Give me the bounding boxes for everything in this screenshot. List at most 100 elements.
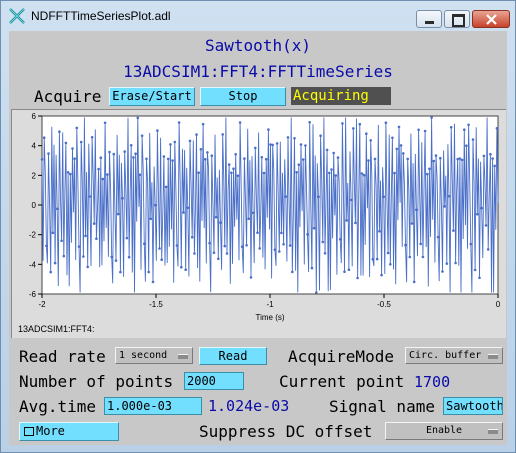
series-point xyxy=(293,137,296,140)
series-point xyxy=(365,132,368,135)
acquire-label: Acquire xyxy=(34,87,102,106)
more-button[interactable]: More xyxy=(19,422,119,441)
series-point xyxy=(362,173,366,177)
series-point xyxy=(45,244,48,248)
series-point xyxy=(412,280,416,284)
series-point xyxy=(286,136,290,139)
y-tick-label: 6 xyxy=(32,112,37,121)
number-of-points-label: Number of points xyxy=(19,372,174,391)
close-icon xyxy=(486,14,497,25)
series-point xyxy=(153,203,157,207)
erase-start-button[interactable]: Erase/Start xyxy=(109,87,195,106)
series-point xyxy=(317,195,320,199)
main-panel: Sawtooth(x) 13ADCSIM1:FFT4:FFTTimeSeries… xyxy=(9,31,507,445)
read-rate-menu[interactable]: 1 second xyxy=(115,347,193,364)
suppress-dc-menu[interactable]: Enable xyxy=(385,422,503,440)
series-point xyxy=(469,242,473,246)
series-point xyxy=(51,231,55,235)
acquire-mode-menu[interactable]: Circ. buffer xyxy=(405,347,503,364)
series-point xyxy=(291,270,294,274)
series-point xyxy=(212,251,216,254)
series-point xyxy=(341,122,344,125)
avg-time-readback: 1.024e-03 xyxy=(208,397,290,415)
x-tick-label: -0.5 xyxy=(377,300,391,309)
series-point xyxy=(149,217,153,221)
series-point xyxy=(356,276,359,280)
minimize-button[interactable] xyxy=(416,10,442,28)
series-point xyxy=(280,231,283,235)
series-point xyxy=(116,212,120,216)
series-point xyxy=(264,157,268,161)
series-point xyxy=(158,247,161,250)
series-point xyxy=(121,197,124,200)
acquire-mode-label: AcquireMode xyxy=(288,347,394,366)
series-point xyxy=(197,171,200,174)
series-point xyxy=(66,171,70,174)
series-point xyxy=(177,121,181,124)
close-button[interactable] xyxy=(472,10,510,28)
series-point xyxy=(271,143,275,147)
series-point xyxy=(195,133,198,136)
read-rate-value: 1 second xyxy=(119,350,168,361)
series-point xyxy=(389,263,392,266)
signal-name-input[interactable]: Sawtooth xyxy=(443,397,503,415)
series-point xyxy=(151,280,155,284)
series-point xyxy=(108,150,111,154)
series-point xyxy=(184,268,187,271)
series-point xyxy=(62,254,66,258)
series-point xyxy=(373,157,377,161)
series-point xyxy=(175,244,179,247)
series-point xyxy=(473,268,477,272)
stop-button[interactable]: Stop xyxy=(200,87,286,106)
avg-time-input[interactable]: 1.000e-03 xyxy=(104,397,202,415)
y-tick-label: 4 xyxy=(32,142,37,151)
more-button-label: More xyxy=(36,424,65,438)
series-point xyxy=(384,121,388,124)
series-point xyxy=(112,152,116,156)
series-point xyxy=(436,235,440,239)
series-point xyxy=(410,222,414,225)
series-point xyxy=(278,250,281,253)
avg-time-label: Avg.time xyxy=(19,397,97,416)
series-point xyxy=(371,257,375,261)
series-point xyxy=(447,194,451,198)
series-point xyxy=(221,133,224,136)
series-point xyxy=(328,171,331,175)
series-point xyxy=(415,208,418,212)
maximize-button[interactable] xyxy=(444,10,470,28)
series-point xyxy=(260,156,264,159)
y-tick-label: -2 xyxy=(29,231,37,240)
series-point xyxy=(166,157,170,161)
series-point xyxy=(256,231,259,234)
series-point xyxy=(143,242,146,245)
series-point xyxy=(251,211,255,215)
series-point xyxy=(301,158,305,161)
series-point xyxy=(321,240,325,244)
title-bar[interactable]: NDFFTTimeSeriesPlot.adl xyxy=(1,1,515,31)
series-point xyxy=(217,257,220,261)
signal-name-label: Signal name xyxy=(329,397,435,416)
series-point xyxy=(334,174,338,177)
x-tick-label: -1.5 xyxy=(149,300,163,309)
series-point xyxy=(214,215,218,219)
series-point xyxy=(199,148,203,151)
series-point xyxy=(147,270,150,274)
series-point xyxy=(58,130,61,133)
series-point xyxy=(171,159,174,162)
x-tick-label: 0 xyxy=(496,300,501,309)
series-point xyxy=(227,163,231,166)
series-point xyxy=(375,257,379,261)
read-button[interactable]: Read xyxy=(199,347,267,365)
series-point xyxy=(486,248,490,251)
series-point xyxy=(495,127,499,130)
number-of-points-input[interactable]: 2000 xyxy=(184,372,244,390)
series-point xyxy=(138,173,142,176)
series-point xyxy=(114,259,118,262)
series-point xyxy=(186,206,190,210)
series-point xyxy=(406,157,410,161)
series-point xyxy=(71,147,74,150)
series-point xyxy=(247,217,251,221)
series-point xyxy=(40,158,44,161)
time-series-chart: -2 -1.5 -1 -0.5 0 -6 -4 -2 0 2 4 6 Time (s) xyxy=(29,112,501,322)
series-point xyxy=(243,157,246,160)
